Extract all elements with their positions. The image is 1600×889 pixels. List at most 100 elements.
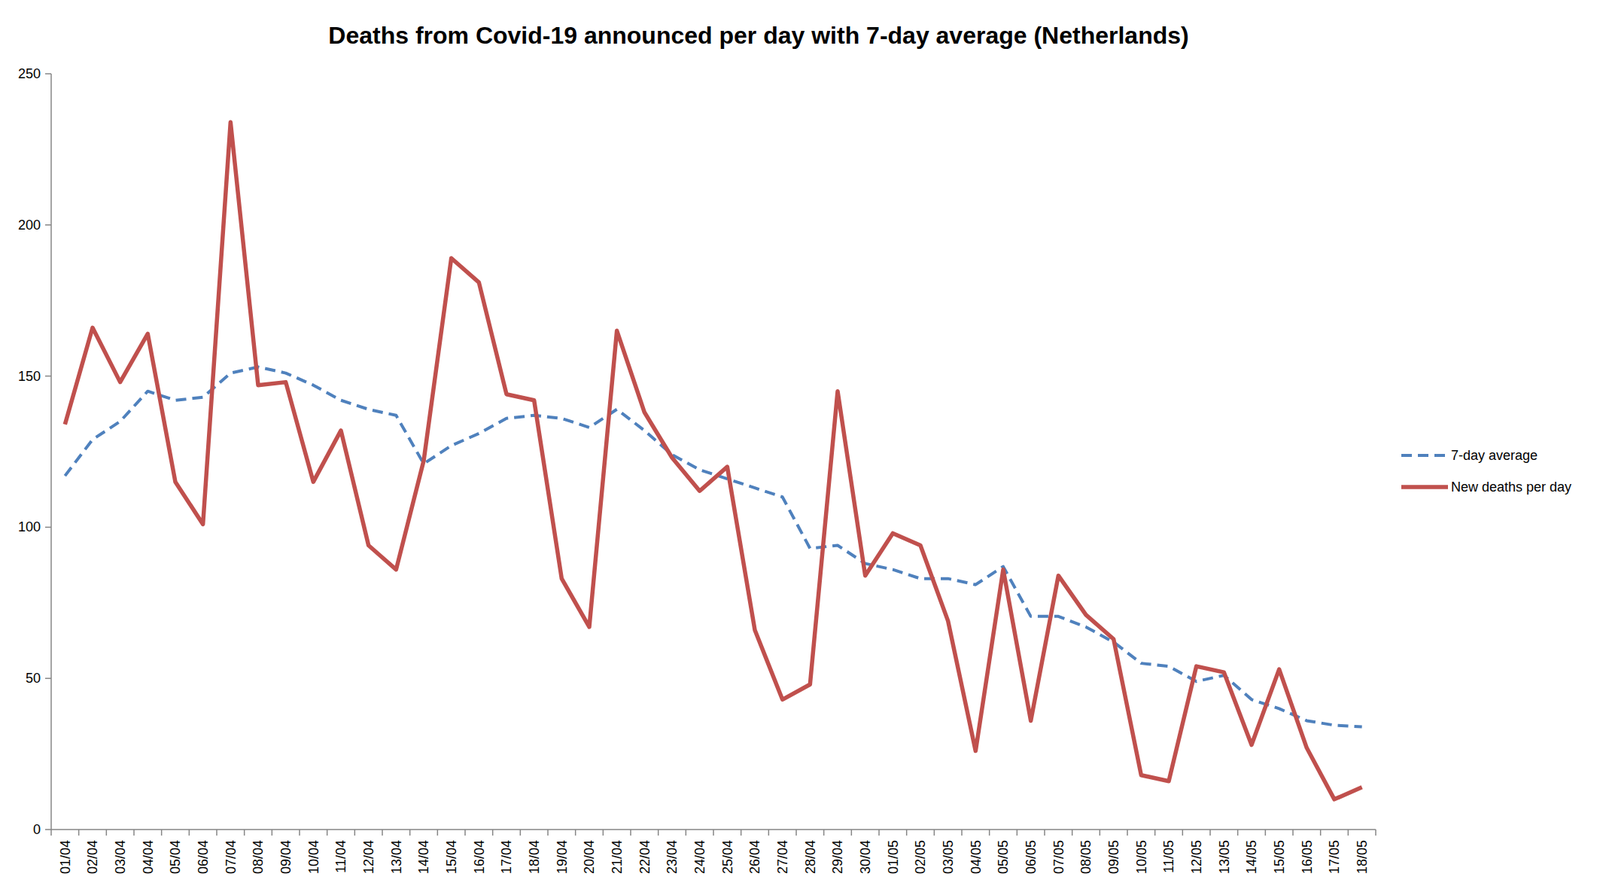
x-tick-label: 18/05 [1354, 839, 1370, 874]
y-tick-label: 250 [18, 66, 41, 82]
x-tick-label: 01/04 [57, 839, 74, 874]
x-tick [547, 829, 549, 836]
x-tick [906, 829, 908, 836]
x-tick-label: 04/05 [968, 839, 984, 874]
x-tick-label: 05/04 [167, 839, 183, 874]
x-tick [520, 829, 522, 836]
x-tick-label: 06/05 [1023, 839, 1039, 874]
x-tick [1043, 829, 1046, 836]
x-tick-label: 07/05 [1051, 839, 1067, 874]
x-tick [409, 829, 411, 836]
x-tick-label: 02/04 [85, 839, 101, 874]
legend-swatch [1401, 484, 1448, 490]
x-tick [1292, 829, 1294, 836]
x-tick [961, 829, 963, 836]
x-tick [215, 829, 218, 836]
x-tick [823, 829, 825, 836]
x-tick [1265, 829, 1267, 836]
legend-swatch [1401, 453, 1448, 457]
x-tick-label: 04/04 [140, 839, 156, 874]
x-tick [1237, 829, 1239, 836]
x-tick-label: 09/05 [1106, 839, 1122, 874]
x-tick [878, 829, 880, 836]
x-tick-label: 17/05 [1326, 839, 1342, 874]
x-tick [1016, 829, 1019, 836]
title: Deaths from Covid-19 announced per day w… [328, 21, 1189, 49]
x-tick [712, 829, 715, 836]
x-tick [1154, 829, 1156, 836]
x-tick [1182, 829, 1184, 836]
x-tick-label: 23/04 [664, 839, 680, 874]
legend-label: 7-day average [1450, 447, 1538, 463]
x-tick-label: 30/04 [857, 839, 874, 874]
x-tick-label: 25/04 [720, 839, 736, 874]
y-tick [45, 526, 52, 529]
x-tick [1126, 829, 1129, 836]
x-tick [685, 829, 688, 836]
x-tick [1099, 829, 1102, 836]
x-tick-label: 14/04 [416, 839, 432, 874]
x-tick-label: 02/05 [912, 839, 928, 874]
x-tick-label: 13/05 [1216, 839, 1232, 874]
x-tick [354, 829, 356, 836]
x-tick [1071, 829, 1074, 836]
x-tick [106, 829, 108, 836]
y-tick-label: 0 [33, 821, 41, 837]
x-tick-label: 08/05 [1078, 839, 1094, 874]
x-tick-label: 29/04 [830, 839, 846, 874]
x-tick [188, 829, 191, 836]
x-tick-label: 21/04 [609, 839, 625, 874]
x-tick-label: 16/05 [1299, 839, 1315, 874]
x-tick-label: 07/04 [223, 839, 239, 874]
x-tick-label: 24/04 [692, 839, 708, 874]
x-tick-label: 27/04 [775, 839, 791, 874]
x-tick [988, 829, 991, 836]
x-tick-label: 20/04 [581, 839, 597, 874]
x-tick [1374, 829, 1377, 836]
x-tick [740, 829, 743, 836]
x-tick-label: 19/04 [554, 839, 570, 874]
x-tick-label: 22/04 [637, 839, 653, 874]
x-tick-label: 18/04 [526, 839, 542, 874]
x-tick-label: 03/05 [940, 839, 956, 874]
x-tick [133, 829, 135, 836]
y-tick [45, 677, 52, 679]
x-tick [78, 829, 80, 836]
x-tick [381, 829, 384, 836]
x-tick [768, 829, 770, 836]
x-tick [602, 829, 605, 836]
x-tick [326, 829, 329, 836]
x-tick-label: 10/04 [306, 839, 322, 874]
x-tick-label: 11/04 [333, 839, 349, 874]
x-tick-label: 16/04 [471, 839, 487, 874]
y-tick [45, 224, 52, 226]
x-tick [851, 829, 853, 836]
chart: Deaths from Covid-19 announced per day w… [0, 0, 1600, 889]
x-tick-label: 05/05 [995, 839, 1011, 874]
x-tick-label: 14/05 [1244, 839, 1260, 874]
x-tick [437, 829, 439, 836]
y-tick-label: 50 [25, 670, 41, 686]
series-line [64, 121, 1362, 800]
y-tick [45, 375, 52, 378]
x-tick-label: 15/05 [1271, 839, 1287, 874]
x-tick [1347, 829, 1350, 836]
x-tick-label: 03/04 [112, 839, 128, 874]
y-tick [45, 73, 52, 75]
x-tick [933, 829, 936, 836]
x-tick [1320, 829, 1322, 836]
x-tick [1209, 829, 1211, 836]
x-tick [795, 829, 797, 836]
x-tick [298, 829, 301, 836]
x-tick-label: 26/04 [747, 839, 763, 874]
x-tick-label: 12/04 [361, 839, 377, 874]
x-tick-label: 01/05 [885, 839, 901, 874]
x-tick-label: 06/04 [195, 839, 211, 874]
y-tick-label: 150 [18, 368, 41, 384]
x-tick-label: 11/05 [1161, 839, 1177, 874]
y-tick [45, 828, 52, 831]
x-tick-label: 10/05 [1134, 839, 1150, 874]
x-tick-label: 15/04 [444, 839, 460, 874]
x-tick [271, 829, 274, 836]
x-tick [464, 829, 466, 836]
